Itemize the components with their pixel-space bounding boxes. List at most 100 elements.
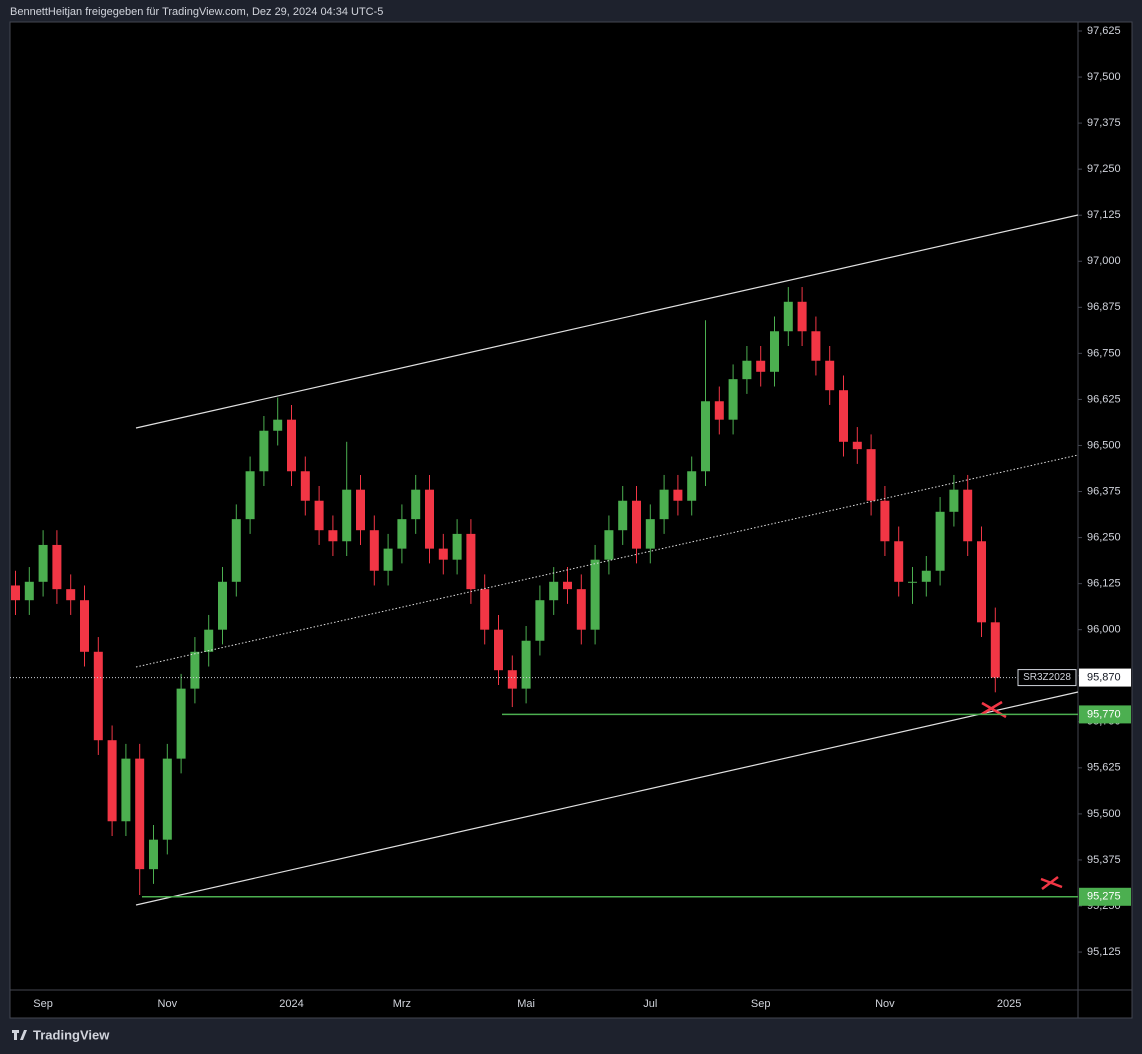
candle-body bbox=[438, 548, 448, 560]
chart-title: BennettHeitjan freigegeben für TradingVi… bbox=[10, 6, 383, 18]
candle-body bbox=[80, 600, 89, 652]
price-tag bbox=[1079, 668, 1131, 687]
candle-body bbox=[466, 533, 476, 590]
trend-line bbox=[135, 214, 1079, 429]
symbol-tag bbox=[1017, 669, 1077, 687]
level-tag bbox=[1079, 705, 1131, 724]
candle-body bbox=[52, 544, 62, 590]
candle-body bbox=[369, 530, 379, 571]
overlay: SR3Z2028 95,870 95,770 95,275 bbox=[10, 668, 1131, 906]
candle-body bbox=[894, 541, 904, 582]
candle-body bbox=[563, 581, 572, 590]
x-tick-label: 2025 bbox=[997, 998, 1021, 1010]
candle-body bbox=[866, 449, 876, 501]
y-tick-label: 95,625 bbox=[1087, 762, 1121, 774]
candle-body bbox=[231, 519, 241, 582]
symbol-label: SR3Z2028 bbox=[1023, 672, 1071, 683]
candle-body bbox=[590, 559, 600, 630]
candle-body bbox=[908, 581, 917, 583]
y-tick-label: 96,375 bbox=[1087, 485, 1121, 497]
candle-body bbox=[24, 581, 34, 601]
candle-body bbox=[783, 301, 793, 332]
candle-body bbox=[990, 622, 1000, 678]
brand: TradingView bbox=[33, 1027, 110, 1042]
candle-body bbox=[659, 489, 669, 520]
candle-body bbox=[770, 331, 779, 372]
candle-body bbox=[521, 640, 531, 689]
candle-body bbox=[245, 471, 255, 520]
y-tick-label: 97,250 bbox=[1087, 163, 1121, 175]
candle-body bbox=[425, 489, 434, 549]
candle-body bbox=[632, 500, 641, 549]
x-tick-label: Nov bbox=[875, 998, 895, 1010]
candle-body bbox=[714, 401, 724, 420]
candle-body bbox=[839, 390, 848, 442]
y-tick-label: 97,625 bbox=[1087, 25, 1121, 37]
candle-body bbox=[756, 360, 766, 372]
level-tag bbox=[1079, 887, 1131, 906]
candle-body bbox=[935, 511, 945, 571]
candle-body bbox=[11, 585, 20, 601]
candle-body bbox=[93, 651, 103, 741]
level-label: 95,275 bbox=[1087, 891, 1121, 903]
candle-body bbox=[204, 629, 214, 652]
chart-area bbox=[9, 21, 1133, 1019]
x-tick-label: Nov bbox=[158, 998, 178, 1010]
candle-body bbox=[852, 441, 862, 450]
y-tick-label: 96,500 bbox=[1087, 439, 1121, 451]
candle-body bbox=[645, 519, 655, 549]
candle-body bbox=[383, 548, 393, 571]
candle-body bbox=[356, 489, 365, 531]
brand-logo bbox=[12, 1030, 27, 1040]
candle-body bbox=[190, 651, 200, 689]
candle-body bbox=[287, 419, 296, 472]
candle-body bbox=[38, 544, 48, 582]
candle-body bbox=[300, 471, 310, 501]
candle-body bbox=[880, 500, 890, 542]
y-tick-label: 96,750 bbox=[1087, 347, 1121, 359]
y-tick-label: 96,125 bbox=[1087, 578, 1121, 590]
x-tick-label: 2024 bbox=[279, 998, 303, 1010]
candle-body bbox=[921, 570, 931, 582]
candle-body bbox=[549, 581, 559, 601]
x-marker bbox=[1040, 876, 1063, 890]
candle-body bbox=[411, 489, 421, 520]
trend-line bbox=[135, 691, 1079, 906]
candle-body bbox=[604, 530, 614, 560]
candle-body bbox=[121, 758, 131, 822]
y-tick-label: 96,625 bbox=[1087, 393, 1121, 405]
x-tick-label: Jul bbox=[643, 998, 657, 1010]
price-label: 95,870 bbox=[1087, 671, 1121, 683]
candle-body bbox=[452, 533, 462, 560]
candle-body bbox=[259, 430, 269, 472]
candle-body bbox=[535, 600, 545, 641]
candle-body bbox=[963, 489, 973, 542]
candle-body bbox=[811, 331, 821, 361]
candle-body bbox=[494, 629, 503, 671]
level-label: 95,770 bbox=[1087, 708, 1121, 720]
candle-body bbox=[162, 758, 172, 840]
candle-body bbox=[176, 688, 186, 759]
candle-body bbox=[825, 360, 835, 391]
y-tick-label: 96,250 bbox=[1087, 531, 1121, 543]
y-tick-label: 95,500 bbox=[1087, 808, 1121, 820]
candle-body bbox=[507, 670, 517, 689]
candle-body bbox=[576, 589, 586, 630]
candle-body bbox=[687, 471, 697, 501]
x-tick-label: Mrz bbox=[393, 998, 411, 1010]
y-tick-label: 97,000 bbox=[1087, 255, 1121, 267]
candle-body bbox=[218, 581, 227, 630]
candle-body bbox=[673, 489, 683, 501]
candle-body bbox=[701, 401, 710, 472]
y-tick-label: 95,125 bbox=[1087, 946, 1121, 958]
x-tick-label: Sep bbox=[751, 998, 771, 1010]
candle-body bbox=[328, 530, 338, 542]
candle-body bbox=[480, 589, 490, 630]
y-tick-label: 97,375 bbox=[1087, 117, 1121, 129]
candle-body bbox=[135, 758, 145, 870]
candle-body bbox=[273, 419, 283, 431]
x-tick-label: Sep bbox=[33, 998, 53, 1010]
candle-body bbox=[797, 301, 807, 332]
